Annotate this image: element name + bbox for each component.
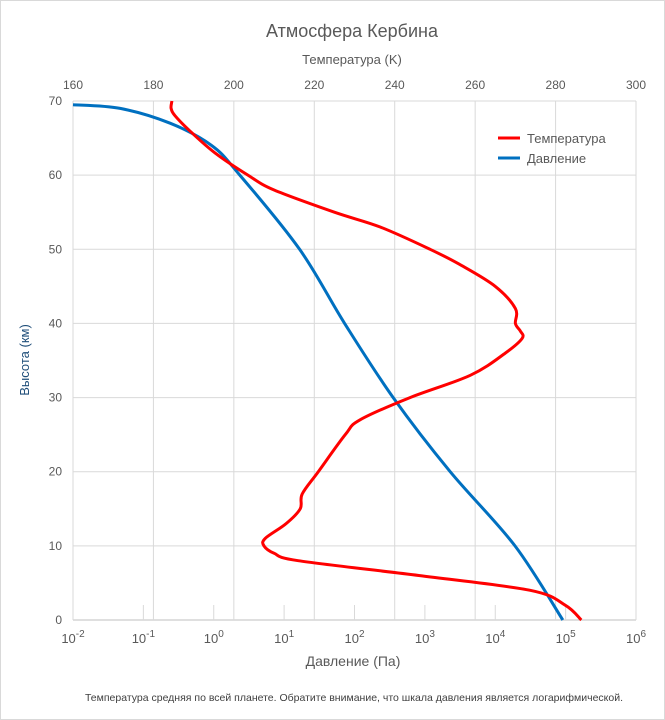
top-tick-label: 220 — [304, 78, 324, 92]
top-tick-label: 300 — [626, 78, 646, 92]
y-tick-label: 40 — [49, 316, 63, 330]
footnote: Температура средняя по всей планете. Обр… — [85, 692, 623, 704]
pressure-line — [72, 103, 565, 621]
chart-title: Атмосфера Кербина — [266, 21, 439, 41]
left-axis-label: Высота (км) — [17, 324, 32, 396]
bottom-tick-label: 101 — [274, 629, 294, 646]
bottom-tick-label: 104 — [485, 629, 505, 646]
bottom-tick-label: 105 — [556, 629, 576, 646]
top-tick-label: 260 — [465, 78, 485, 92]
top-tick-label: 160 — [63, 78, 83, 92]
temperature-line — [169, 100, 583, 622]
y-tick-label: 10 — [49, 539, 63, 553]
top-tick-label: 240 — [385, 78, 405, 92]
y-tick-label: 60 — [49, 168, 63, 182]
bottom-tick-label: 100 — [204, 629, 224, 646]
top-tick-label: 180 — [143, 78, 163, 92]
bottom-axis-label: Давление (Па) — [306, 653, 401, 669]
bottom-tick-label: 106 — [626, 629, 646, 646]
legend-label-pressure: Давление — [527, 151, 586, 166]
y-tick-label: 70 — [49, 94, 63, 108]
bottom-tick-label: 10-2 — [61, 629, 85, 646]
bottom-tick-label: 10-1 — [132, 629, 156, 646]
y-tick-label: 30 — [49, 391, 63, 405]
legend: Температура Давление — [498, 131, 607, 166]
top-tick-label: 280 — [546, 78, 566, 92]
y-tick-label: 20 — [49, 465, 63, 479]
bottom-tick-label: 103 — [415, 629, 435, 646]
legend-label-temperature: Температура — [527, 131, 607, 146]
y-tick-label: 0 — [55, 613, 62, 627]
top-tick-label: 200 — [224, 78, 244, 92]
bottom-tick-label: 102 — [344, 629, 364, 646]
top-axis-label: Температура (K) — [302, 52, 402, 67]
y-tick-label: 50 — [49, 242, 63, 256]
